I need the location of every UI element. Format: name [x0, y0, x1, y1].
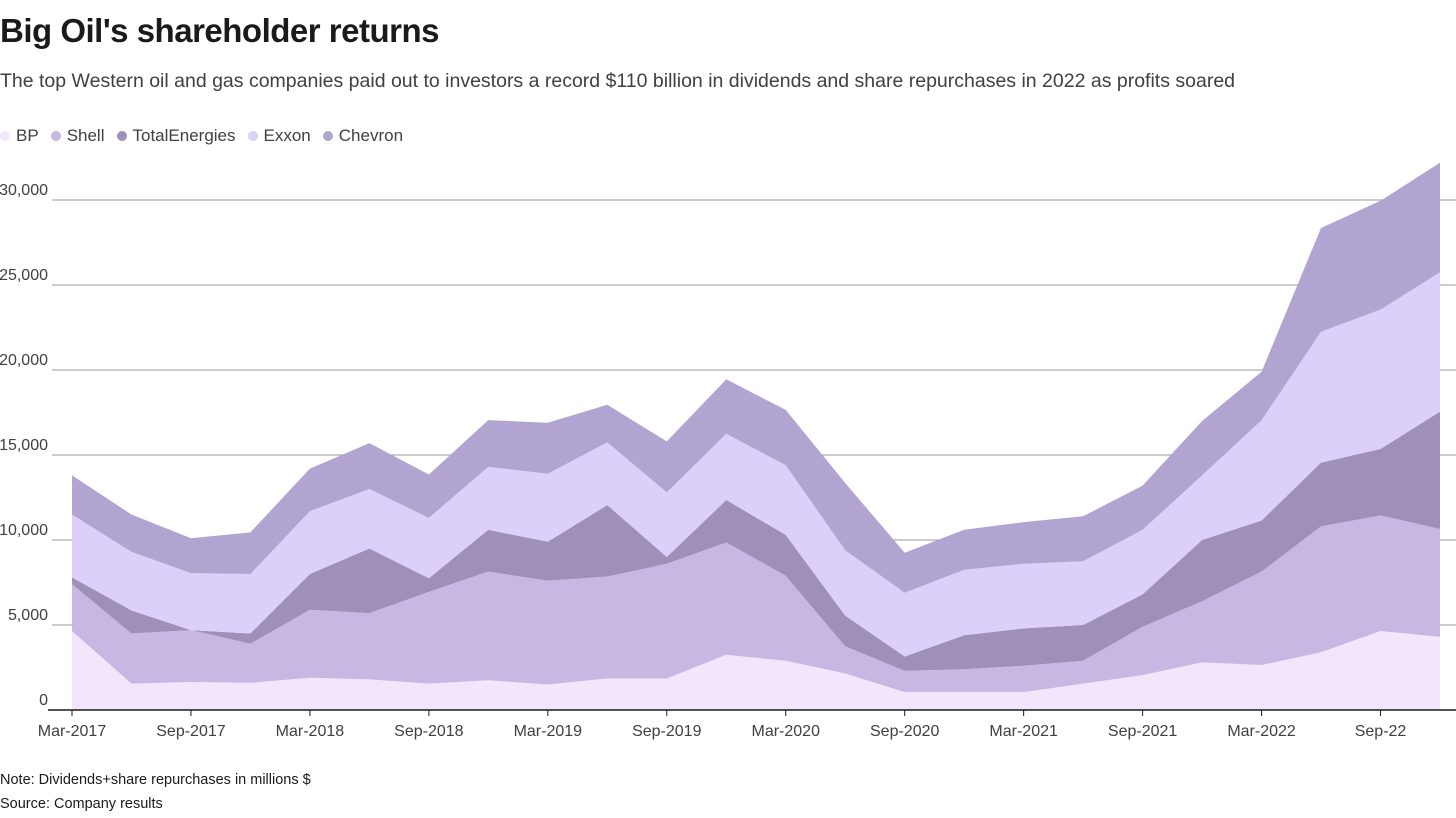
- x-tick-label: Mar-2017: [38, 723, 107, 740]
- x-tick-label: Mar-2021: [989, 723, 1058, 740]
- legend-label-totalenergies: TotalEnergies: [132, 126, 236, 145]
- legend-swatch-exxon: [247, 131, 258, 141]
- x-tick-label: Mar-2020: [751, 723, 820, 740]
- chart-source: Source: Company results: [0, 796, 163, 812]
- legend-item-bp[interactable]: BP: [0, 126, 39, 146]
- area-exxon: [72, 272, 1440, 657]
- legend-item-chevron[interactable]: Chevron: [322, 126, 404, 146]
- y-tick-label: 5,000: [8, 607, 48, 624]
- legend-swatch-shell: [50, 131, 61, 141]
- area-bp: [72, 631, 1440, 710]
- legend: BP Shell TotalEnergies Exxon Chevron: [0, 126, 415, 146]
- legend-label-exxon: Exxon: [263, 126, 311, 145]
- y-tick-label: 10,000: [0, 522, 48, 539]
- area-chevron: [72, 162, 1440, 593]
- x-tick-label: Mar-2018: [276, 723, 345, 740]
- x-tick-label: Sep-2019: [632, 723, 701, 740]
- legend-swatch-chevron: [322, 131, 333, 141]
- y-tick-label: 20,000: [0, 352, 48, 369]
- x-tick-label: Mar-2019: [514, 723, 583, 740]
- legend-item-totalenergies[interactable]: TotalEnergies: [116, 126, 236, 146]
- legend-label-bp: BP: [16, 126, 39, 145]
- legend-item-exxon[interactable]: Exxon: [247, 126, 311, 146]
- y-tick-label: 0: [39, 692, 48, 709]
- legend-swatch-totalenergies: [116, 131, 127, 141]
- x-tick-label: Mar-2022: [1227, 723, 1296, 740]
- x-tick-label: Sep-2021: [1108, 723, 1177, 740]
- legend-label-shell: Shell: [66, 126, 105, 145]
- y-tick-label: 25,000: [0, 267, 48, 284]
- axis-layer: 0 5,000 10,000 15,000 20,000 25,000 30,000 Mar-…: [0, 182, 1456, 740]
- x-tick-label: Sep-2020: [870, 723, 939, 740]
- chart-title: Big Oil's shareholder returns: [0, 12, 439, 49]
- area-layer: [72, 162, 1440, 710]
- area-totalenergies: [72, 411, 1440, 671]
- chart-note: Note: Dividends+share repurchases in mil…: [0, 772, 311, 788]
- x-tick-label: Sep-22: [1355, 723, 1407, 740]
- legend-item-shell[interactable]: Shell: [50, 126, 105, 146]
- stacked-area-chart: 0 5,000 10,000 15,000 20,000 25,000 30,000 Mar-…: [0, 162, 1456, 740]
- y-tick-label: 15,000: [0, 437, 48, 454]
- x-tick-label: Sep-2017: [156, 723, 225, 740]
- legend-label-chevron: Chevron: [338, 126, 404, 145]
- area-shell: [72, 515, 1440, 693]
- x-tick-label: Sep-2018: [394, 723, 463, 740]
- y-tick-label: 30,000: [0, 182, 48, 199]
- legend-swatch-bp: [0, 131, 10, 141]
- chart-subtitle: The top Western oil and gas companies pa…: [0, 70, 1236, 92]
